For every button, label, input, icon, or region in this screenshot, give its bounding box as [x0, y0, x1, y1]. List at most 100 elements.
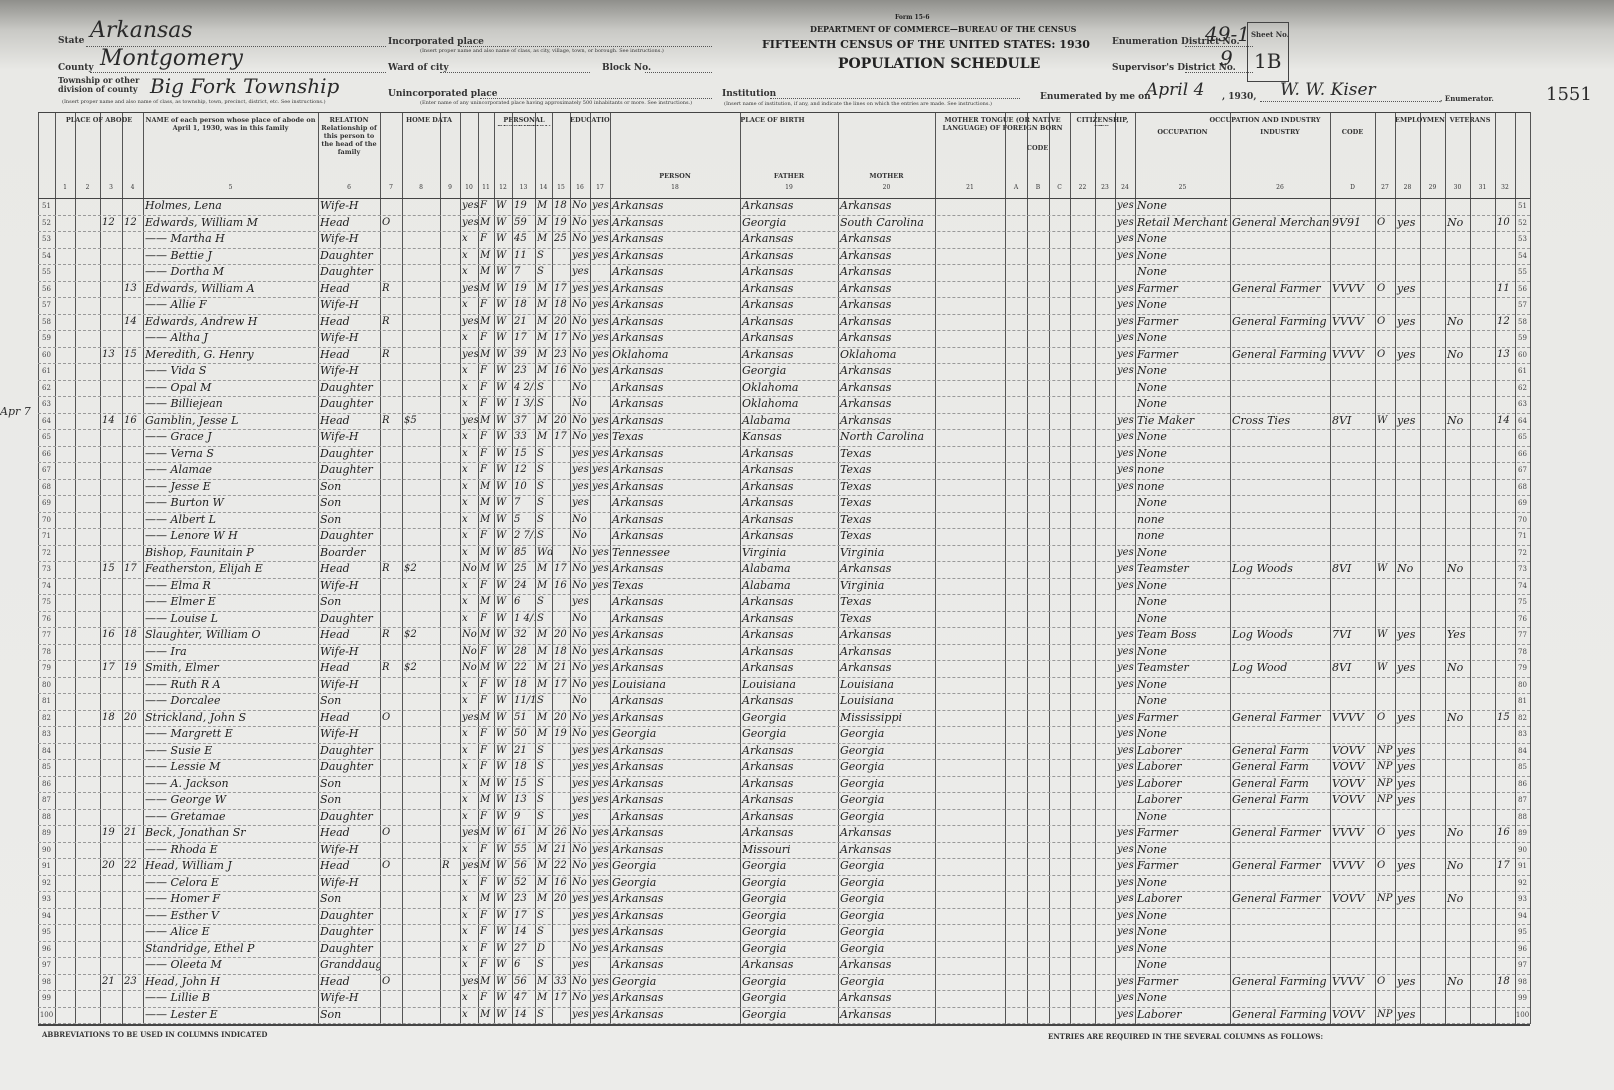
cell-agem: 16	[554, 365, 567, 376]
line-number: 95	[42, 928, 51, 936]
cell-race: W	[496, 381, 507, 393]
cell-fpob: Arkansas	[742, 496, 794, 509]
subhead-code: CODE	[1026, 144, 1049, 152]
line-number: 53	[1518, 235, 1527, 243]
line-number: 52	[1518, 218, 1527, 227]
column-number: B	[1035, 184, 1041, 191]
cell-sch: yes	[572, 266, 589, 277]
cell-race: W	[496, 282, 507, 294]
group-occupation-industry: OCCUPATION AND INDUSTRY	[1209, 116, 1321, 124]
cell-code: VVVV	[1332, 281, 1364, 295]
cell-sex: M	[480, 282, 491, 294]
cell-read: yes	[592, 777, 609, 789]
line-number: 88	[1518, 812, 1527, 821]
cell-farm: yes	[462, 827, 478, 838]
cell-rel: Son	[320, 1007, 342, 1021]
column-divider	[1095, 112, 1096, 1024]
cell-fam: 22	[124, 860, 137, 871]
cell-eng: yes	[1117, 909, 1134, 921]
cell-cls: O	[1377, 348, 1386, 360]
cell-mpob: Virginia	[840, 545, 885, 559]
cell-fpob: Arkansas	[742, 826, 794, 839]
cell-fam: 17	[124, 563, 137, 574]
cell-age: 50	[514, 728, 527, 739]
cell-mar: S	[537, 249, 544, 261]
cell-farm: x	[462, 942, 468, 954]
cell-agem: 23	[554, 348, 567, 360]
cell-work: No	[1397, 562, 1414, 575]
cell-work: yes	[1397, 743, 1416, 757]
cell-dw: 15	[102, 563, 115, 574]
line-number: 98	[42, 977, 51, 986]
cell-fpob: Arkansas	[742, 463, 794, 476]
entries-heading: ENTRIES ARE REQUIRED IN THE SEVERAL COLU…	[1048, 1032, 1324, 1041]
cell-eng: yes	[1117, 711, 1134, 723]
line-number: 60	[1518, 350, 1527, 359]
cell-code: VVVV	[1332, 710, 1364, 724]
cell-fpob: Arkansas	[742, 611, 794, 625]
cell-mar: M	[537, 843, 548, 855]
cell-mar: S	[537, 794, 544, 805]
cell-cls: O	[1377, 282, 1386, 294]
column-divider	[143, 112, 144, 1024]
cell-occ: Farmer	[1137, 314, 1178, 328]
line-number: 92	[42, 878, 51, 887]
line-number: 78	[1518, 647, 1527, 656]
cell-eng: yes	[1117, 1008, 1134, 1020]
cell-read: yes	[592, 629, 609, 640]
cell-name: —— Lillie B	[145, 991, 210, 1004]
line-number: 71	[1518, 532, 1527, 540]
cell-sch: yes	[572, 761, 589, 772]
cell-rel: Wife-H	[320, 644, 359, 658]
line-number: 72	[42, 548, 51, 557]
cell-eng: yes	[1117, 216, 1134, 228]
line-number: 70	[1518, 515, 1527, 524]
cell-rel: Head	[320, 826, 350, 839]
cell-work: yes	[1397, 859, 1416, 872]
line-number: 86	[42, 779, 51, 788]
cell-mar: S	[537, 959, 544, 970]
cell-sch: No	[572, 315, 587, 327]
cell-rel: Daughter	[320, 446, 373, 460]
column-divider	[55, 112, 56, 1024]
column-number: 2	[85, 184, 90, 191]
cell-pob: Arkansas	[612, 562, 664, 575]
state-line	[86, 46, 386, 47]
group-place-of-abode: PLACE OF ABODE	[65, 116, 133, 124]
cell-val: $2	[404, 563, 417, 574]
institution-line	[770, 98, 1020, 99]
cell-farm: yes	[462, 348, 478, 360]
column-number: 20	[882, 184, 891, 191]
cell-sex: M	[480, 546, 491, 558]
cell-occ: none	[1137, 463, 1165, 476]
cell-race: W	[496, 612, 507, 624]
cell-agem: 17	[554, 563, 567, 574]
cell-mpob: Arkansas	[840, 562, 892, 575]
cell-rel: Daughter	[320, 611, 373, 625]
cell-vet: No	[1447, 413, 1464, 427]
cell-fpob: Arkansas	[742, 265, 794, 278]
cell-mpob: Georgia	[840, 809, 885, 823]
line-number: 79	[42, 664, 51, 672]
cell-cls: W	[1377, 629, 1388, 640]
line-number: 58	[1518, 317, 1527, 326]
table-row: 73 15 17 Featherston, Elijah E Head R $2 No M W 25…	[38, 561, 1530, 579]
cell-name: —— Altha J	[145, 331, 208, 344]
cell-rel: Wife-H	[320, 991, 359, 1004]
cell-occ: Team Boss	[1137, 628, 1197, 641]
line-number: 65	[42, 433, 51, 441]
cell-sex: F	[480, 447, 487, 459]
cell-ind: General Farmer	[1232, 281, 1321, 295]
column-divider	[1445, 112, 1446, 1024]
cell-fpob: Alabama	[742, 562, 791, 575]
incorporated-label: Incorporated place	[388, 37, 484, 47]
cell-work: yes	[1397, 776, 1416, 790]
cell-race: W	[496, 546, 507, 558]
cell-val: $2	[404, 662, 417, 673]
cell-sex: M	[480, 497, 491, 508]
